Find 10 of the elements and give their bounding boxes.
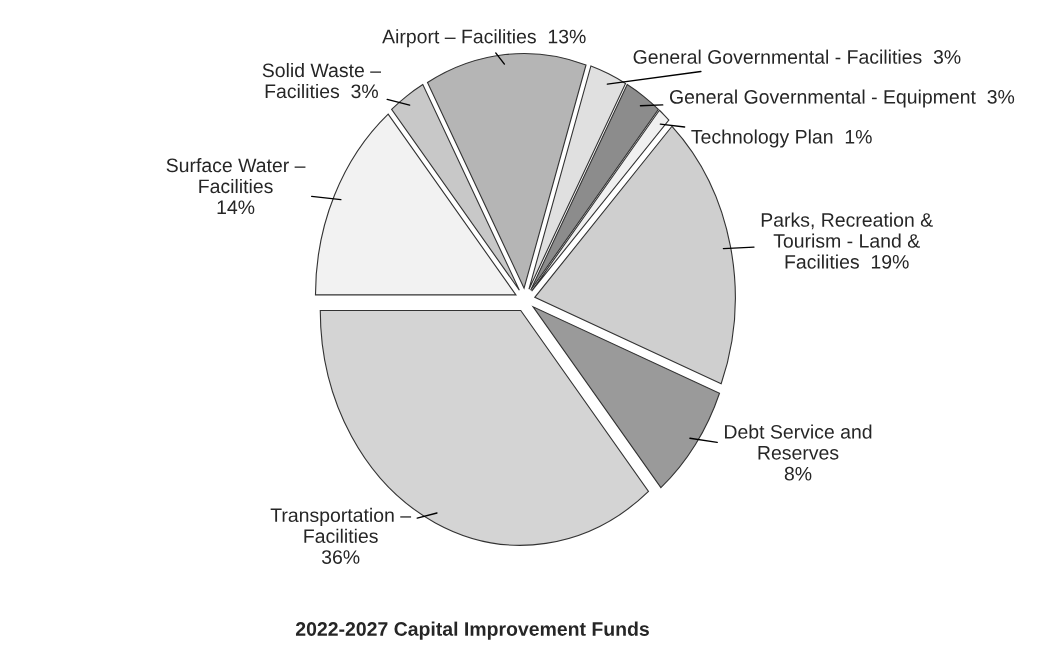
slice-label: General Governmental - Equipment 3% — [669, 89, 1015, 108]
slice-label: Airport – Facilities 13% — [382, 29, 586, 48]
slice-label: Technology Plan 1% — [691, 129, 872, 148]
slice-label: Transportation – Facilities 36% — [270, 507, 412, 564]
slice-label: Solid Waste – Facilities 3% — [262, 62, 382, 99]
slice-label: General Governmental - Facilities 3% — [633, 49, 961, 64]
slice-label: Debt Service and Reserves 8% — [725, 424, 872, 481]
slice-label: Parks, Recreation & Tourism - Land & Facilities 19% — [761, 212, 933, 269]
slice-label: Surface Water – Facilities 14% — [166, 158, 306, 215]
text: 2022-2027 Capital Improvement Funds — [295, 621, 649, 640]
